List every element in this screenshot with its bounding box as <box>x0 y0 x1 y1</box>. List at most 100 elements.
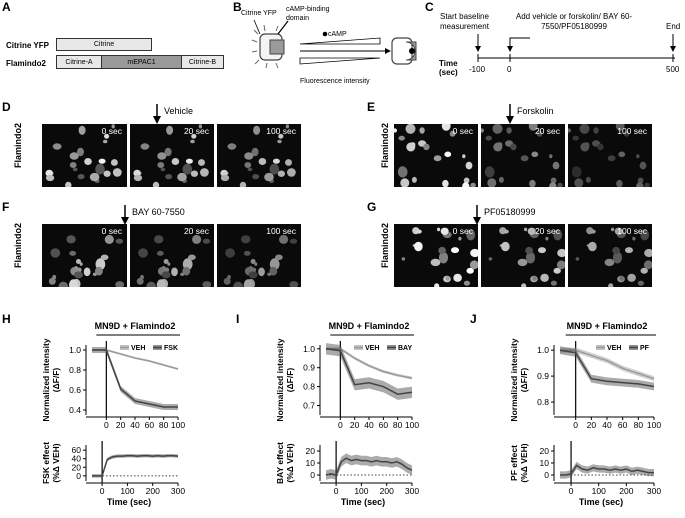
cell-field <box>488 227 565 287</box>
cell-field <box>575 227 652 287</box>
y-tick-label: 1.0 <box>537 345 549 355</box>
cell-blob <box>191 133 197 139</box>
cell-blob <box>157 162 165 168</box>
cell-blob <box>164 267 170 273</box>
cell-blob <box>440 227 449 235</box>
y-tick-label: 40 <box>72 454 82 464</box>
x-axis-label: Time (sec) <box>341 497 385 507</box>
legend-label: VEH <box>607 345 621 352</box>
cell-blob <box>152 181 160 187</box>
dim-sensor-glyph <box>391 37 417 65</box>
panel-label-b: B <box>233 0 242 14</box>
cell-blob <box>248 271 258 279</box>
cell-blob <box>69 250 77 256</box>
cell-blob <box>590 229 596 234</box>
timeline-axis-label: Time (sec) <box>439 59 458 77</box>
series-error-band <box>326 453 412 480</box>
cell-blob <box>251 147 259 157</box>
x-tick-label: 0 <box>338 420 343 430</box>
timestamp: 0 sec <box>452 226 473 236</box>
down-arrow-icon <box>473 205 481 225</box>
cell-blob <box>202 281 212 287</box>
cell-blob <box>112 168 122 177</box>
cell-blob <box>84 158 92 165</box>
cell-blob <box>520 155 529 162</box>
cell-blob <box>140 143 150 150</box>
cell-blob <box>521 283 527 287</box>
cell-blob <box>182 163 193 175</box>
cell-blob <box>442 179 449 187</box>
cell-blob <box>103 139 108 144</box>
legend-label: BAY <box>398 345 412 352</box>
timestamp: 100 sec <box>617 226 647 236</box>
cell-blob <box>78 125 86 135</box>
y-tick-label: 0.9 <box>303 363 315 373</box>
legend-label: FSK <box>164 345 178 352</box>
series-line <box>92 349 178 408</box>
y-axis-label: (%Δ VEH) <box>285 443 295 482</box>
cell-blob <box>104 133 110 139</box>
timestamp: 100 sec <box>266 226 296 236</box>
y-tick-label: 0.7 <box>303 401 315 411</box>
y-tick-label: 0.8 <box>537 397 549 407</box>
cell-blob <box>190 170 198 177</box>
cell-blob <box>275 254 283 261</box>
y-axis-label: BAY effect <box>275 442 285 484</box>
cell-blob <box>538 247 546 254</box>
cell-blob <box>115 238 124 244</box>
y-tick-label: 0 <box>76 471 81 481</box>
cell-blob <box>277 139 282 144</box>
series-error-band <box>560 347 654 382</box>
y-tick-label: 60 <box>72 445 82 455</box>
cell-blob <box>250 259 256 264</box>
cell-blob <box>160 167 166 172</box>
cell-blob <box>247 167 253 172</box>
x-tick-label: 0 <box>100 486 105 496</box>
down-arrow-icon <box>153 104 161 124</box>
cell-blob <box>69 279 78 287</box>
cell-blob <box>165 174 173 180</box>
cell-blob <box>437 227 441 232</box>
cell-blob <box>438 246 446 255</box>
cell-blob <box>104 234 114 244</box>
cell-field <box>48 234 125 287</box>
cell-blob <box>258 158 267 165</box>
cell-blob <box>400 178 410 187</box>
cell-blob <box>441 124 451 131</box>
cell-blob <box>463 280 470 286</box>
sensor-schematic <box>251 20 417 69</box>
cell-blob <box>241 235 251 244</box>
x-tick-label: 60 <box>618 420 628 430</box>
cell-blob <box>252 174 260 180</box>
cell-blob <box>182 266 191 276</box>
cell-blob <box>568 128 571 133</box>
x-tick-label: 0 <box>569 486 574 496</box>
cell-blob <box>553 229 563 241</box>
cell-blob <box>525 251 536 264</box>
y-tick-label: 20 <box>540 446 550 456</box>
x-tick-label: 60 <box>379 420 389 430</box>
cell-blob <box>190 139 195 144</box>
cell-blob <box>430 258 441 267</box>
cell-blob <box>462 182 470 187</box>
timeline-diagram <box>475 34 676 62</box>
cell-blob <box>528 124 538 131</box>
timeline-tick-minus100: -100 <box>469 65 486 74</box>
cell-blob <box>593 127 599 134</box>
cell-blob <box>451 247 459 254</box>
cell-blob <box>531 151 539 158</box>
series-line <box>92 454 179 477</box>
cell-blob <box>161 271 171 279</box>
x-tick-label: 40 <box>602 420 612 430</box>
series-line <box>325 457 413 476</box>
panel-label-i: I <box>236 312 240 326</box>
cell-blob <box>287 168 296 177</box>
legend-label: PF <box>640 345 650 352</box>
cell-blob <box>644 248 652 258</box>
cell-blob <box>636 182 644 187</box>
y-tick-label: 0.8 <box>303 382 315 392</box>
legend-label: VEH <box>365 345 379 352</box>
x-tick-label: 300 <box>171 486 185 496</box>
cell-blob <box>198 124 203 129</box>
timestamp: 20 sec <box>183 226 209 236</box>
